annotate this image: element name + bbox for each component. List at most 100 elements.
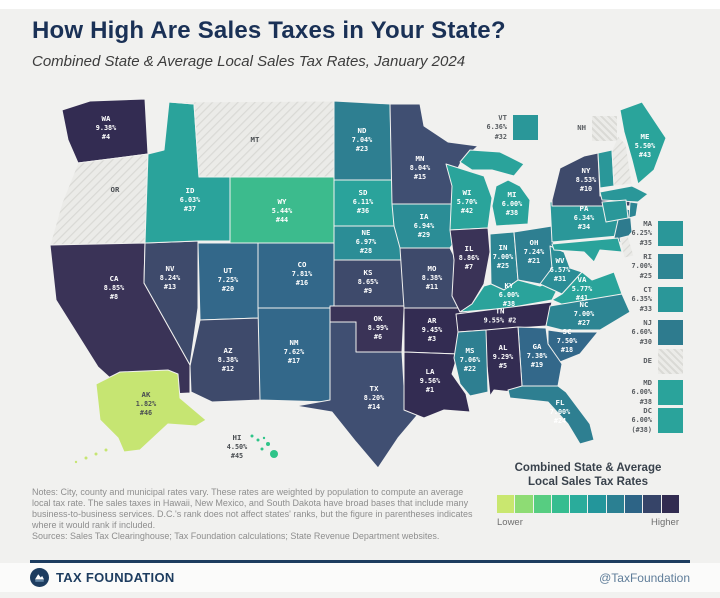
callout-vt: VT 6.36% #32 (449, 113, 538, 142)
state-label-nd: ND 7.04% #23 (351, 125, 373, 153)
island-hi (262, 436, 266, 440)
state-shape-fl (507, 385, 595, 445)
island-hi (270, 450, 278, 458)
notes-text: Notes: City, county and municipal rates … (32, 487, 473, 530)
callout-ri: RI 7.00% #25 (594, 252, 683, 281)
state-label-az: AZ 8.38% #12 (217, 345, 239, 373)
legend-swatch-5 (570, 494, 588, 513)
island-ak (104, 448, 108, 452)
legend-title: Combined State & Average Local Sales Tax… (497, 462, 679, 490)
island-ak (84, 456, 88, 460)
tax-foundation-logo-icon (30, 568, 49, 587)
legend-swatch-3 (533, 494, 551, 513)
state-label-il: IL 8.86% #7 (458, 243, 480, 271)
island-hi (256, 438, 260, 442)
footer: TAX FOUNDATION @TaxFoundation (0, 563, 720, 592)
callout-swatch-ct (658, 287, 683, 313)
state-label-hi: HI 4.50% #45 (226, 432, 248, 460)
state-label-in: IN 7.00% #25 (492, 242, 514, 270)
callout-swatch-de (658, 349, 683, 374)
state-shape-nc (545, 293, 631, 331)
legend-end-labels: Lower Higher (497, 517, 679, 528)
callout-nj: NJ 6.60% #30 (594, 318, 683, 347)
state-label-mo: MO 8.38% #11 (421, 263, 443, 291)
state-shape-ky (459, 275, 565, 313)
island-hi (250, 434, 254, 438)
state-label-ut: UT 7.25% #20 (217, 265, 239, 293)
state-label-tn: TN 9.55% #2 (483, 306, 517, 325)
state-shape-ms (453, 329, 489, 397)
footer-divider (30, 560, 690, 563)
island-ak (74, 460, 78, 464)
brand-group: TAX FOUNDATION (30, 568, 175, 587)
legend-swatch-1 (497, 494, 515, 513)
legend: Combined State & Average Local Sales Tax… (497, 462, 679, 528)
twitter-handle[interactable]: @TaxFoundation (599, 570, 690, 585)
state-shape-ri (628, 201, 639, 219)
state-label-pa: PA 6.34% #34 (573, 203, 595, 231)
legend-swatch-4 (551, 494, 570, 513)
callout-swatch-nj (658, 320, 683, 346)
page-title: How High Are Sales Taxes in Your State? (32, 17, 506, 44)
callout-dc: DC 6.00% (#38) (594, 406, 683, 435)
legend-lower-label: Lower (497, 516, 523, 528)
notes-block: Notes: City, county and municipal rates … (32, 487, 476, 542)
callout-text-ct: CT 6.35% #33 (631, 285, 652, 313)
legend-swatch-9 (643, 494, 661, 513)
callout-text-ma: MA 6.25% #35 (631, 219, 652, 247)
state-label-ms: MS 7.06% #22 (459, 345, 481, 373)
state-label-ak: AK 1.82% #46 (135, 389, 157, 417)
top-margin (0, 0, 720, 9)
state-label-ky: KY 6.00% #38 (498, 280, 520, 308)
state-label-ga: GA 7.38% #19 (526, 341, 548, 369)
callout-text-ri: RI 7.00% #25 (631, 252, 652, 280)
callout-text-nh: NH (577, 123, 586, 133)
state-label-me: ME 5.50% #43 (634, 131, 656, 159)
state-label-sc: SC 7.50% #18 (556, 326, 578, 354)
state-shape-me (619, 101, 667, 185)
mountain-icon (34, 574, 45, 582)
state-label-ia: IA 6.94% #29 (413, 211, 435, 239)
callout-text-vt: VT 6.36% #32 (486, 113, 507, 141)
state-shape-ak (95, 369, 207, 453)
state-label-co: CO 7.81% #16 (291, 259, 313, 287)
state-shape-ct (601, 199, 629, 223)
state-shape-md (551, 237, 623, 263)
callout-text-nj: NJ 6.60% #30 (631, 318, 652, 346)
state-label-wi: WI 5.70% #42 (456, 187, 478, 215)
state-shape-nh (611, 135, 633, 187)
state-label-va: VA 5.77% #41 (571, 274, 593, 302)
callout-swatch-ri (658, 254, 683, 280)
state-label-id: ID 6.03% #37 (179, 185, 201, 213)
callout-ma: MA 6.25% #35 (594, 219, 683, 248)
legend-swatch-10 (661, 494, 679, 513)
state-label-sd: SD 6.11% #36 (352, 187, 374, 215)
page-subtitle: Combined State & Average Local Sales Tax… (32, 53, 466, 70)
callout-swatch-ma (658, 221, 683, 247)
state-label-or: OR (110, 185, 120, 195)
callout-text-dc: DC 6.00% (#38) (631, 406, 652, 434)
callout-text-md: MD 6.00% #38 (631, 378, 652, 406)
state-shape-mi (491, 179, 531, 227)
sources-text: Sources: Sales Tax Clearinghouse; Tax Fo… (32, 530, 440, 541)
state-shape-de (619, 235, 635, 259)
state-label-ks: KS 8.65% #9 (357, 267, 379, 295)
state-label-fl: FL 7.00% #24 (549, 397, 571, 425)
legend-higher-label: Higher (651, 516, 679, 528)
callout-swatch-md (658, 380, 683, 406)
callout-swatch-nh (592, 116, 617, 141)
state-label-wv: WV 6.57% #31 (549, 255, 571, 283)
state-label-ok: OK 8.99% #6 (367, 313, 389, 341)
state-label-mn: MN 8.04% #15 (409, 153, 431, 181)
callout-md: MD 6.00% #38 (594, 378, 683, 407)
state-shape-ma (599, 185, 649, 203)
island-hi (260, 447, 264, 451)
state-label-mt: MT (250, 135, 260, 145)
callout-text-de: DE (643, 356, 652, 366)
state-label-wa: WA 9.38% #4 (95, 113, 117, 141)
callout-swatch-dc (658, 408, 683, 434)
legend-gradient-bar (497, 494, 679, 513)
